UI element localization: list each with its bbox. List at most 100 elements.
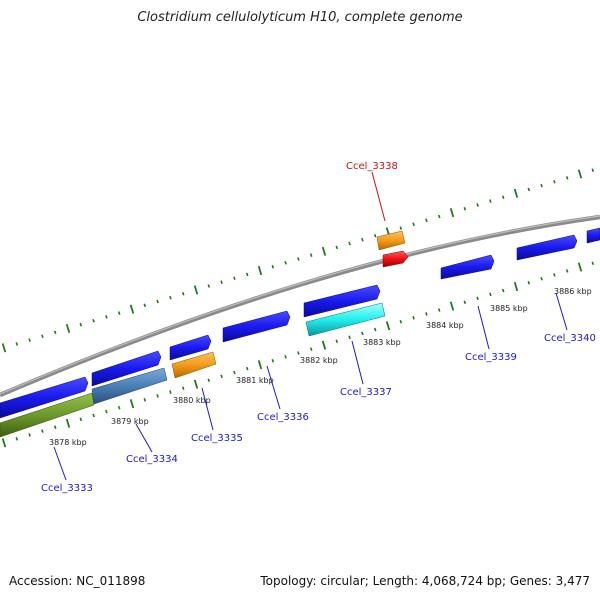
minor-tick [53,330,57,335]
minor-tick [284,355,287,359]
minor-tick [79,417,83,422]
leader-ccel-3333 [53,446,67,481]
minor-tick [412,222,415,227]
minor-tick [335,245,339,250]
kbp-label: 3883 kbp [363,338,401,347]
leader-ccel-3337 [351,340,364,385]
minor-tick [437,308,441,312]
major-tick [65,418,71,428]
minor-tick [361,237,364,242]
kbp-label: 3882 kbp [300,356,338,365]
minor-tick [565,269,569,273]
outer-tick-track [1,168,595,353]
gene-label-ccel-3337[interactable]: Ccel_3337 [340,387,392,398]
minor-tick [233,276,236,281]
leader-ccel-3335 [201,387,214,431]
minor-tick [527,187,531,192]
gene-leader-lines [53,171,568,481]
major-tick [193,285,199,295]
major-tick [449,208,455,218]
gene-ccel-3336[interactable] [222,310,291,343]
gene-ccel-3340[interactable] [516,234,578,261]
gene-ccel-3341[interactable] [586,227,600,244]
minor-tick [181,291,185,296]
kbp-label: 3886 kbp [554,287,592,296]
minor-tick [207,284,211,288]
minor-tick [437,214,441,219]
gene-label-ccel-3336[interactable]: Ccel_3336 [257,412,309,423]
minor-tick [169,390,172,394]
gene-ccel-3335-upper[interactable] [169,334,212,361]
minor-tick [169,295,172,300]
minor-tick [41,429,44,433]
minor-tick [271,264,275,269]
minor-tick [309,347,313,351]
minor-tick [463,300,467,305]
feature-steel[interactable] [91,367,168,405]
gene-label-ccel-3339[interactable]: Ccel_3339 [465,352,517,363]
minor-tick [271,359,275,363]
major-tick [257,360,263,370]
major-tick [129,399,135,409]
major-tick [1,343,7,353]
leader-ccel-3339 [477,305,490,350]
gene-label-ccel-3335[interactable]: Ccel_3335 [191,433,243,444]
gene-ccel-3339[interactable] [440,254,495,280]
minor-tick [553,179,556,184]
minor-tick [41,334,44,338]
gene-label-ccel-3333[interactable]: Ccel_3333 [41,483,93,494]
major-tick [129,304,135,314]
minor-tick [297,351,300,355]
gene-labels: Ccel_3333 Ccel_3334 Ccel_3335 Ccel_3336 … [41,161,596,494]
major-tick [577,262,583,272]
feature-cyan[interactable] [305,302,386,337]
major-tick [513,282,519,292]
leader-ccel-3334 [135,423,153,453]
genome-backbone-highlight [0,215,600,395]
minor-tick [489,292,492,297]
gene-label-ccel-3334[interactable]: Ccel_3334 [126,454,178,465]
gene-ccel-3338-red[interactable] [382,250,409,268]
leader-ccel-3340 [555,292,568,331]
minor-tick [309,253,313,257]
genome-backbone [0,214,600,398]
minor-tick [284,261,287,265]
gene-ccel-3334[interactable] [91,350,162,387]
major-tick [257,266,263,276]
minor-tick [489,199,492,203]
leader-ccel-3338 [371,171,386,222]
kbp-label: 3879 kbp [111,417,149,426]
major-tick [513,188,519,198]
minor-tick [412,316,415,320]
minor-tick [501,195,505,199]
gene-ccel-3337-upper[interactable] [303,284,381,318]
minor-tick [220,374,223,379]
minor-tick [527,280,531,285]
feature-orange-upper[interactable] [376,230,406,251]
minor-tick [220,280,223,284]
minor-tick [117,311,121,315]
minor-tick [143,398,147,402]
minor-tick [92,318,95,323]
gene-ccel-3333[interactable] [0,376,89,419]
minor-tick [117,405,121,410]
minor-tick [181,386,185,390]
topology-label: Topology: circular; Length: 4,068,724 bp… [260,574,590,588]
feature-orange-lower[interactable] [171,351,217,379]
feature-olive[interactable] [0,392,95,438]
inner-tick-track [1,261,595,448]
major-tick [193,379,199,389]
minor-tick [233,370,236,375]
major-tick [321,246,327,256]
gene-label-ccel-3338[interactable]: Ccel_3338 [346,161,398,172]
gene-label-ccel-3340[interactable]: Ccel_3340 [544,333,596,344]
minor-tick [143,303,147,308]
minor-tick [591,168,595,172]
minor-tick [425,312,428,316]
forward-genes [0,227,600,419]
minor-tick [156,299,159,304]
minor-tick [156,394,159,398]
minor-tick [553,273,556,277]
minor-tick [540,183,543,188]
minor-tick [28,338,31,342]
